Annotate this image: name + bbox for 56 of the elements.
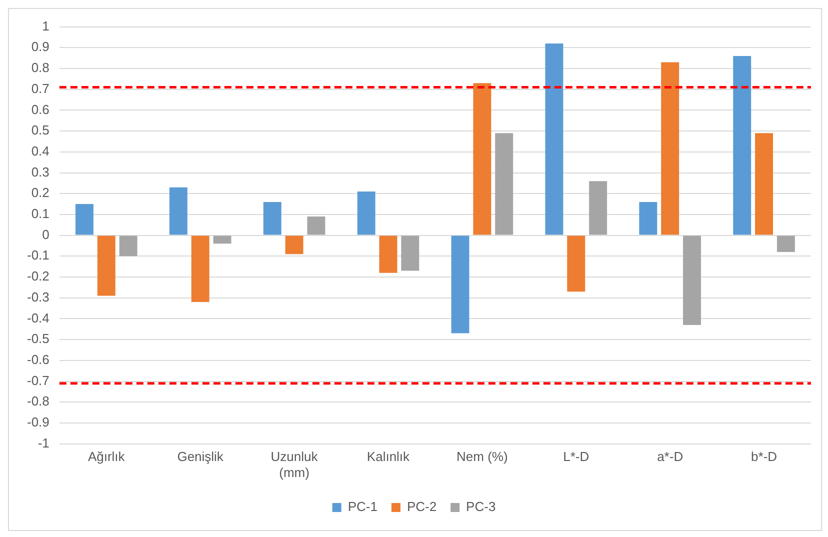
bar [169, 187, 188, 235]
bar [639, 202, 658, 235]
y-tick-label: -0.2 [26, 268, 50, 284]
y-tick-label: 0.1 [31, 206, 50, 222]
legend-label: PC-1 [348, 499, 378, 514]
bar [307, 216, 326, 235]
y-tick-label: 0 [42, 226, 50, 242]
bar [119, 236, 138, 256]
legend-label: PC-2 [406, 499, 437, 514]
y-tick-label: 0.6 [31, 102, 50, 117]
bar [495, 133, 514, 235]
x-tick-label: Kalınlık [366, 449, 410, 464]
y-tick-label: -0.7 [26, 372, 50, 388]
bar [755, 133, 774, 235]
y-tick-label: 0.4 [31, 143, 50, 158]
y-tick-label: -0.9 [26, 414, 50, 430]
y-tick-label: -0.5 [26, 331, 50, 346]
y-tick-label: 1 [42, 18, 50, 34]
bar [97, 236, 116, 296]
bar [379, 236, 398, 273]
x-tick-label: Ağırlık [88, 449, 126, 464]
bar [357, 192, 376, 235]
x-tick-label: Uzunluk (mm) [270, 449, 318, 480]
y-tick-label: -0.3 [26, 289, 50, 304]
bar [683, 236, 701, 325]
bar [75, 204, 94, 235]
bar [451, 236, 470, 334]
bar [473, 83, 492, 235]
y-tick-label: 0.8 [31, 60, 50, 76]
y-tick-label: 0.9 [31, 39, 50, 54]
x-tick-label: L*-D [563, 449, 590, 464]
bar [776, 236, 795, 252]
x-tick-label: Genişlik [177, 449, 224, 464]
bar [733, 56, 752, 235]
y-tick-label: -0.1 [26, 248, 50, 263]
x-tick-label: a*-D [657, 449, 684, 464]
y-tick-label: 0.5 [31, 122, 50, 138]
y-tick-label: -0.4 [26, 310, 50, 326]
y-tick-label: 0.2 [31, 185, 50, 200]
bar [661, 62, 680, 235]
bar [213, 236, 232, 244]
bar [545, 43, 564, 235]
y-tick-label: -1 [38, 435, 50, 450]
y-tick-label: -0.8 [26, 394, 50, 409]
bar [263, 202, 282, 235]
x-tick-label: Nem (%) [456, 449, 508, 464]
bar [567, 236, 586, 292]
x-tick-label: b*-D [751, 449, 778, 464]
bar [285, 236, 304, 254]
y-tick-label: -0.6 [26, 352, 50, 367]
legend-label: PC-3 [466, 499, 496, 514]
bar [401, 236, 420, 271]
y-tick-label: 0.7 [31, 80, 50, 96]
bar [589, 181, 608, 235]
bar [191, 236, 210, 302]
y-tick-label: 0.3 [31, 164, 50, 180]
